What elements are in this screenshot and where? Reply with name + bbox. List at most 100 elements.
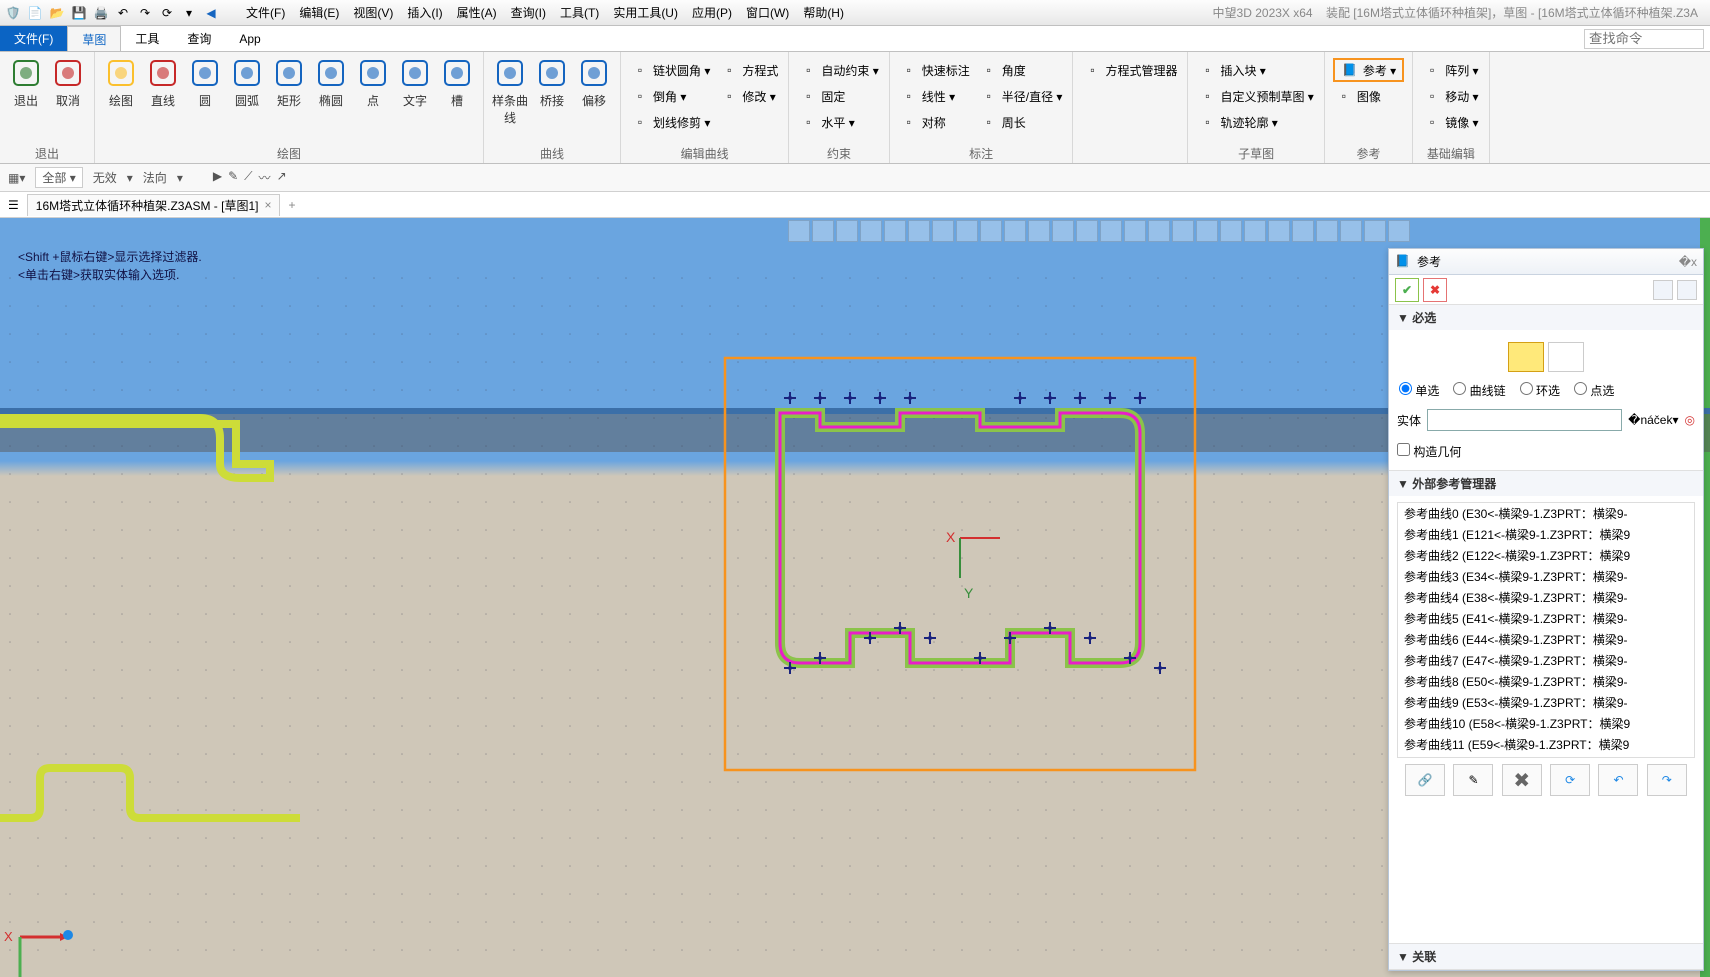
ribbon-small-button[interactable]: ▫轨迹轮廓 ▾ [1196, 110, 1315, 134]
ref-refresh-icon[interactable]: ⟳ [1550, 764, 1590, 796]
ribbon-button[interactable]: 样条曲线 [490, 56, 530, 126]
view-tool-icon[interactable] [908, 220, 930, 242]
view-tool-icon[interactable] [1004, 220, 1026, 242]
ribbon-small-button[interactable]: ▫固定 [797, 84, 880, 108]
add-tab-icon[interactable]: + [288, 198, 295, 212]
reference-item[interactable]: 参考曲线4 (E38<-横梁9-1.Z3PRT：横梁9- [1398, 587, 1694, 608]
section-refmgr[interactable]: ▼ 外部参考管理器 [1389, 471, 1703, 496]
view-tool-icon[interactable] [1052, 220, 1074, 242]
entity-input[interactable] [1427, 409, 1622, 431]
reference-item[interactable]: 参考曲线2 (E122<-横梁9-1.Z3PRT：横梁9 [1398, 545, 1694, 566]
ribbon-tab[interactable]: 草图 [67, 26, 121, 51]
panel-opt-icon[interactable] [1677, 280, 1697, 300]
ribbon-button[interactable]: 直线 [143, 56, 183, 109]
ribbon-small-button[interactable] [1081, 110, 1179, 134]
menu-item[interactable]: 视图(V) [347, 2, 399, 23]
menu-item[interactable]: 查询(I) [505, 2, 552, 23]
ribbon-small-button[interactable]: ▫划线修剪 ▾ [629, 110, 712, 134]
ribbon-button[interactable]: 退出 [6, 56, 46, 109]
ribbon-small-button[interactable]: ▫链状圆角 ▾ [629, 58, 712, 82]
reference-item[interactable]: 参考曲线8 (E50<-横梁9-1.Z3PRT：横梁9- [1398, 671, 1694, 692]
view-tool-icon[interactable] [1100, 220, 1122, 242]
menu-item[interactable]: 文件(F) [240, 2, 291, 23]
reference-item[interactable]: 参考曲线5 (E41<-横梁9-1.Z3PRT：横梁9- [1398, 608, 1694, 629]
tool-icon[interactable]: ↗ [277, 169, 287, 186]
ref-redo-icon[interactable]: ↷ [1647, 764, 1687, 796]
select-mode-radio[interactable]: 点选 [1574, 382, 1614, 399]
ribbon-button[interactable]: 绘图 [101, 56, 141, 109]
opt-normal[interactable]: 法向 [143, 169, 167, 186]
view-tool-icon[interactable] [1268, 220, 1290, 242]
entity-picker-icon[interactable]: �náček▾ [1628, 413, 1678, 427]
undo-icon[interactable]: ↶ [114, 4, 132, 22]
view-tool-icon[interactable] [980, 220, 1002, 242]
ribbon-small-button[interactable]: ▫移动 ▾ [1421, 84, 1480, 108]
dropdown-icon[interactable]: ▾ [180, 4, 198, 22]
ribbon-small-button[interactable]: ▫快速标注 [898, 58, 972, 82]
ribbon-small-button[interactable]: ▫对称 [898, 110, 972, 134]
ribbon-button[interactable]: 椭圆 [311, 56, 351, 109]
ribbon-small-button[interactable]: ▫角度 [978, 58, 1065, 82]
back-icon[interactable]: ◀ [202, 4, 220, 22]
view-tool-icon[interactable] [1244, 220, 1266, 242]
view-tool-icon[interactable] [1124, 220, 1146, 242]
view-tool-icon[interactable] [836, 220, 858, 242]
view-tool-icon[interactable] [884, 220, 906, 242]
open-icon[interactable]: 📂 [48, 4, 66, 22]
reference-item[interactable]: 参考曲线0 (E30<-横梁9-1.Z3PRT：横梁9- [1398, 503, 1694, 524]
ribbon-small-button[interactable]: ▫图像 [1333, 84, 1404, 108]
command-search[interactable] [1584, 29, 1704, 49]
menu-item[interactable]: 窗口(W) [740, 2, 795, 23]
ribbon-tab[interactable]: 工具 [121, 26, 173, 51]
new-icon[interactable]: 📄 [26, 4, 44, 22]
ribbon-button[interactable]: 文字 [395, 56, 435, 109]
menu-item[interactable]: 属性(A) [451, 2, 503, 23]
ribbon-button[interactable]: 点 [353, 56, 393, 109]
app-icon[interactable]: 🛡️ [4, 4, 22, 22]
view-tool-icon[interactable] [1388, 220, 1410, 242]
tool-icon[interactable]: 〰 [259, 169, 271, 186]
ribbon-small-button[interactable]: ▫方程式 [718, 58, 780, 82]
section-assoc[interactable]: ▼ 关联 [1389, 944, 1703, 969]
view-tool-icon[interactable] [1196, 220, 1218, 242]
ribbon-button[interactable]: 圆 [185, 56, 225, 109]
select-mode-radio[interactable]: 环选 [1520, 382, 1560, 399]
view-tool-icon[interactable] [1220, 220, 1242, 242]
ref-delete-icon[interactable]: ✖ [1502, 764, 1542, 796]
ribbon-small-button[interactable]: ▫自动约束 ▾ [797, 58, 880, 82]
ok-button[interactable]: ✔ [1395, 278, 1419, 302]
ribbon-button[interactable]: 偏移 [574, 56, 614, 109]
reference-item[interactable]: 参考曲线7 (E47<-横梁9-1.Z3PRT：横梁9- [1398, 650, 1694, 671]
ribbon-small-button[interactable]: ▫阵列 ▾ [1421, 58, 1480, 82]
view-tool-icon[interactable] [1364, 220, 1386, 242]
ref-undo-icon[interactable]: ↶ [1598, 764, 1638, 796]
print-icon[interactable]: 🖨️ [92, 4, 110, 22]
panel-close-icon[interactable]: �x [1679, 255, 1697, 269]
ribbon-small-button[interactable]: ▫线性 ▾ [898, 84, 972, 108]
redo-icon[interactable]: ↷ [136, 4, 154, 22]
tool-icon[interactable]: ✎ [228, 169, 238, 186]
ref-edit-icon[interactable]: ✎ [1453, 764, 1493, 796]
ribbon-button[interactable]: 圆弧 [227, 56, 267, 109]
view-tool-icon[interactable] [956, 220, 978, 242]
filter-select[interactable]: 全部 ▾ [35, 167, 82, 188]
close-tab-icon[interactable]: × [264, 198, 271, 212]
opt-invalid[interactable]: 无效 [93, 169, 117, 186]
select-mode-radio[interactable]: 曲线链 [1453, 382, 1505, 399]
view-tool-icon[interactable] [1028, 220, 1050, 242]
ribbon-reference-button[interactable]: 📘参考 ▾ [1333, 58, 1404, 82]
ribbon-small-button[interactable]: ▫修改 ▾ [718, 84, 780, 108]
menu-item[interactable]: 应用(P) [686, 2, 738, 23]
menu-item[interactable]: 工具(T) [554, 2, 605, 23]
select-mode-radio[interactable]: 单选 [1399, 382, 1439, 399]
section-required[interactable]: ▼ 必选 [1389, 305, 1703, 330]
ribbon-small-button[interactable]: ▫周长 [978, 110, 1065, 134]
view-tool-icon[interactable] [812, 220, 834, 242]
cancel-button[interactable]: ✖ [1423, 278, 1447, 302]
menu-item[interactable]: 帮助(H) [797, 2, 850, 23]
view-tool-icon[interactable] [1172, 220, 1194, 242]
refresh-icon[interactable]: ⟳ [158, 4, 176, 22]
ribbon-small-button[interactable]: ▫方程式管理器 [1081, 58, 1179, 82]
save-icon[interactable]: 💾 [70, 4, 88, 22]
ribbon-small-button[interactable] [1081, 84, 1179, 108]
